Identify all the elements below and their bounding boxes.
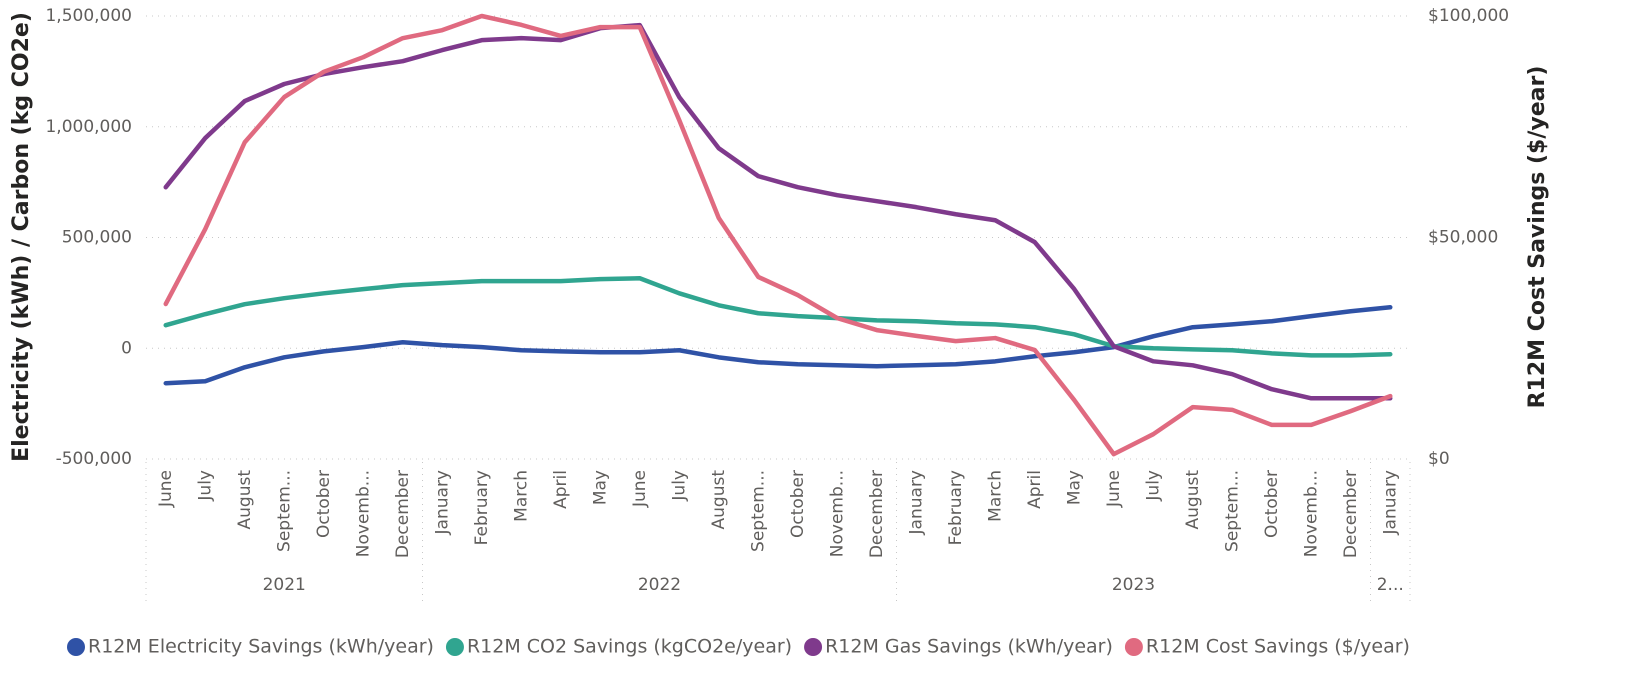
x-tick-label: July xyxy=(195,470,215,502)
x-tick-label: April xyxy=(551,470,571,509)
x-tick-label: Novemb... xyxy=(1301,470,1321,557)
y-tick-label: -500,000 xyxy=(56,449,132,469)
legend-marker xyxy=(67,638,85,656)
x-tick-label: Septem... xyxy=(274,470,294,552)
x-group-label: 2021 xyxy=(263,575,306,595)
x-tick-label: August xyxy=(709,470,729,530)
x-tick-label: February xyxy=(472,470,492,545)
x-tick-label: June xyxy=(1104,470,1124,508)
x-tick-label: July xyxy=(669,470,689,502)
y-tick-label: 500,000 xyxy=(62,228,132,248)
x-tick-label: July xyxy=(1143,470,1163,502)
legend-marker xyxy=(804,638,823,656)
x-tick-label: June xyxy=(156,470,176,508)
legend-label: R12M Electricity Savings (kWh/year) xyxy=(88,636,434,658)
x-tick-label: January xyxy=(906,470,926,535)
y2-tick-label: $0 xyxy=(1428,449,1450,469)
line-series xyxy=(163,22,1393,401)
y2-tick-label: $50,000 xyxy=(1428,228,1498,248)
x-tick-label: January xyxy=(1380,470,1400,535)
x-tick-label: Novemb... xyxy=(827,470,847,557)
x-tick-label: Septem... xyxy=(1222,470,1242,552)
x-tick-label: May xyxy=(1064,470,1084,505)
x-group-label: 2023 xyxy=(1112,575,1155,595)
x-tick-label: August xyxy=(1183,470,1203,530)
legend-label: R12M Gas Savings (kWh/year) xyxy=(825,636,1113,658)
y2-axis-title: R12M Cost Savings ($/year) xyxy=(1525,66,1550,409)
x-tick-label: Novemb... xyxy=(353,470,373,557)
x-tick-label: June xyxy=(630,470,650,508)
x-tick-label: October xyxy=(314,470,334,538)
legend-marker xyxy=(445,638,464,656)
x-group-label: 2... xyxy=(1377,575,1404,595)
x-tick-label: December xyxy=(393,470,413,558)
x-tick-label: October xyxy=(1262,470,1282,538)
legend-label: R12M CO2 Savings (kgCO2e/year) xyxy=(467,636,792,658)
line-series xyxy=(163,305,1393,386)
x-group-label: 2022 xyxy=(638,575,681,595)
x-tick-label: March xyxy=(511,470,531,522)
x-tick-label: Septem... xyxy=(748,470,768,552)
legend-label: R12M Cost Savings ($/year) xyxy=(1146,636,1410,658)
x-tick-label: February xyxy=(946,470,966,545)
x-tick-label: October xyxy=(788,470,808,538)
y-tick-label: 1,000,000 xyxy=(45,117,132,137)
line-series xyxy=(163,276,1393,358)
line-series xyxy=(163,13,1393,457)
x-tick-label: March xyxy=(985,470,1005,522)
y2-tick-label: $100,000 xyxy=(1428,6,1509,26)
x-tick-label: December xyxy=(867,470,887,558)
x-tick-label: December xyxy=(1341,470,1361,558)
x-tick-label: May xyxy=(590,470,610,505)
legend-marker xyxy=(1124,638,1143,656)
y-axis-title: Electricity (kWh) / Carbon (kg CO2e) xyxy=(9,12,34,462)
y-tick-label: 1,500,000 xyxy=(45,6,132,26)
x-tick-label: January xyxy=(432,470,452,535)
x-tick-label: April xyxy=(1025,470,1045,509)
x-tick-label: August xyxy=(235,470,255,530)
y-tick-label: 0 xyxy=(121,338,132,358)
